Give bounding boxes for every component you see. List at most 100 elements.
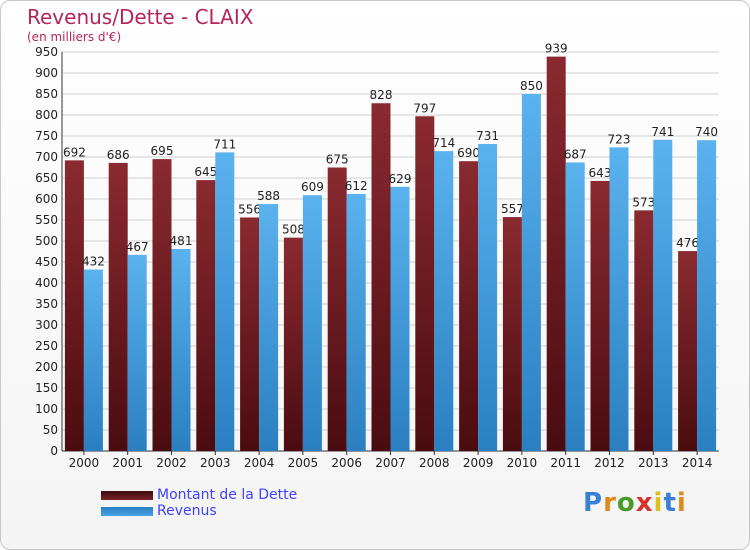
dette-bar — [327, 167, 347, 451]
y-tick-label: 750 — [35, 129, 58, 143]
revenus-bar — [697, 140, 717, 451]
data-label: 939 — [545, 42, 568, 56]
legend-swatch-revenus — [101, 507, 153, 516]
legend-label-dette: Montant de la Dette — [157, 487, 298, 503]
data-label: 723 — [608, 132, 631, 146]
revenus-bar — [521, 94, 541, 451]
revenus-bar — [171, 248, 191, 451]
x-tick-label: 2004 — [244, 456, 275, 470]
x-tick-label: 2001 — [112, 456, 143, 470]
y-tick-label: 550 — [35, 213, 58, 227]
data-label: 711 — [213, 137, 236, 151]
y-tick-label: 200 — [35, 360, 58, 374]
dette-bar — [634, 210, 654, 451]
data-label: 609 — [301, 180, 324, 194]
data-label: 588 — [257, 189, 280, 203]
revenus-bar — [83, 269, 103, 451]
dette-bar — [590, 180, 610, 451]
dette-bar — [240, 217, 260, 451]
x-tick-label: 2014 — [682, 456, 713, 470]
logo-letter: x — [635, 488, 654, 518]
revenus-bar — [565, 162, 585, 451]
data-label: 690 — [457, 146, 480, 160]
chart-subtitle: (en milliers d'€) — [27, 30, 122, 44]
x-tick-label: 2012 — [594, 456, 625, 470]
x-tick-label: 2006 — [331, 456, 362, 470]
dette-bar — [64, 160, 84, 452]
y-tick-label: 150 — [35, 381, 58, 395]
proxiti-logo: Proxiti — [583, 488, 687, 518]
data-label: 850 — [520, 79, 543, 93]
data-label: 675 — [326, 153, 349, 167]
data-label: 643 — [589, 166, 612, 180]
dette-bar — [371, 103, 391, 452]
data-label: 557 — [501, 202, 524, 216]
x-tick-label: 2010 — [507, 456, 538, 470]
data-label: 476 — [676, 236, 699, 250]
revenus-bar — [653, 139, 673, 451]
y-tick-label: 600 — [35, 192, 58, 206]
logo-letter: i — [676, 488, 687, 518]
revenus-bar — [259, 204, 279, 451]
logo-letter: i — [653, 488, 664, 518]
x-tick-label: 2000 — [69, 456, 100, 470]
y-tick-label: 500 — [35, 234, 58, 248]
data-label: 714 — [432, 136, 455, 150]
data-label: 645 — [194, 165, 217, 179]
revenus-bar — [478, 143, 498, 452]
y-tick-label: 900 — [35, 66, 58, 80]
y-tick-label: 250 — [35, 339, 58, 353]
x-tick-label: 2011 — [550, 456, 581, 470]
data-label: 740 — [695, 125, 718, 139]
dette-bar — [415, 116, 435, 451]
x-tick-label: 2009 — [463, 456, 494, 470]
revenus-bar — [215, 152, 235, 451]
y-tick-label: 850 — [35, 87, 58, 101]
logo-letter: o — [616, 488, 636, 518]
dette-bar — [502, 217, 522, 451]
y-tick-label: 800 — [35, 108, 58, 122]
dette-bar — [196, 180, 216, 451]
data-label: 573 — [632, 195, 655, 209]
x-tick-label: 2005 — [288, 456, 319, 470]
dette-bar — [283, 237, 303, 451]
x-tick-label: 2003 — [200, 456, 231, 470]
data-label: 741 — [651, 125, 674, 139]
x-tick-label: 2013 — [638, 456, 669, 470]
data-label: 629 — [389, 172, 412, 186]
data-label: 467 — [126, 240, 149, 254]
y-tick-label: 300 — [35, 318, 58, 332]
chart-title: Revenus/Dette - CLAIX — [27, 5, 254, 29]
data-label: 686 — [107, 148, 130, 162]
data-label: 828 — [370, 88, 393, 102]
data-label: 687 — [564, 147, 587, 161]
y-tick-label: 950 — [35, 45, 58, 59]
data-label: 797 — [413, 101, 436, 115]
dette-bar — [678, 251, 698, 451]
legend-swatch-dette — [101, 491, 153, 500]
logo-letter: P — [583, 488, 604, 518]
x-tick-label: 2008 — [419, 456, 450, 470]
data-label: 692 — [63, 145, 86, 159]
y-tick-label: 700 — [35, 150, 58, 164]
y-tick-label: 400 — [35, 276, 58, 290]
logo-letter: r — [603, 488, 617, 518]
revenus-bar — [434, 151, 454, 451]
data-label: 556 — [238, 202, 261, 216]
y-tick-label: 0 — [50, 444, 58, 458]
revenus-bar — [346, 193, 366, 451]
revenus-bar — [127, 254, 147, 451]
dette-bar — [152, 159, 172, 451]
data-label: 508 — [282, 223, 305, 237]
revenus-bar — [390, 186, 410, 451]
data-label: 731 — [476, 129, 499, 143]
y-tick-label: 450 — [35, 255, 58, 269]
dette-bar — [108, 162, 128, 451]
data-label: 432 — [82, 255, 105, 269]
x-tick-label: 2007 — [375, 456, 406, 470]
revenus-bar — [609, 147, 629, 451]
data-label: 612 — [345, 179, 368, 193]
y-tick-label: 50 — [43, 423, 58, 437]
